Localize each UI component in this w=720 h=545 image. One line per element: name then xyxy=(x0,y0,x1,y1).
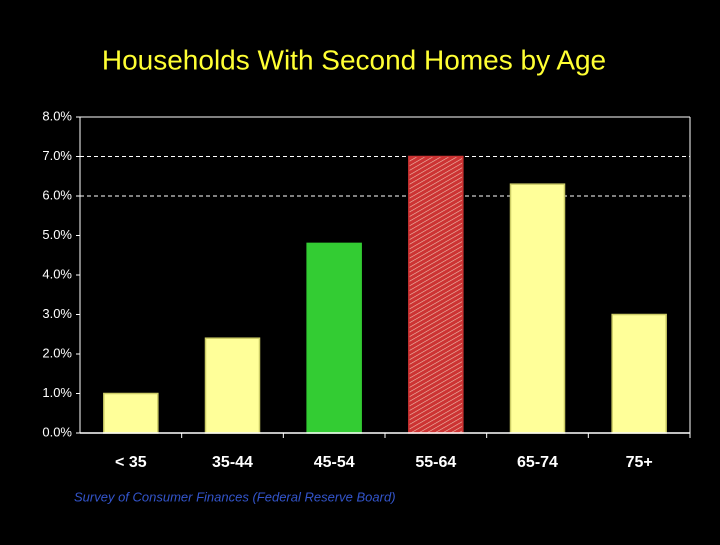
y-tick-label: 4.0% xyxy=(42,266,72,281)
x-tick-label: 75+ xyxy=(626,454,653,471)
bar xyxy=(103,392,159,434)
y-tick-label: 3.0% xyxy=(42,306,72,321)
bar xyxy=(204,337,261,434)
bar xyxy=(306,242,362,434)
y-tick-label: 5.0% xyxy=(42,227,72,242)
bar xyxy=(509,183,566,434)
y-tick-label: 0.0% xyxy=(42,424,72,439)
chart-title: Households With Second Homes by Age xyxy=(102,44,606,75)
y-tick-label: 6.0% xyxy=(42,187,72,202)
y-tick-label: 1.0% xyxy=(42,385,72,400)
y-tick-label: 2.0% xyxy=(42,345,72,360)
x-tick-label: 55-64 xyxy=(415,454,456,471)
x-tick-label: 45-54 xyxy=(314,454,355,471)
bar xyxy=(408,155,464,434)
x-tick-label: 65-74 xyxy=(517,454,558,471)
bar xyxy=(611,313,667,434)
y-tick-label: 8.0% xyxy=(42,108,72,123)
x-tick-label: 35-44 xyxy=(212,454,253,471)
x-tick-label: < 35 xyxy=(115,454,147,471)
y-tick-label: 7.0% xyxy=(42,148,72,163)
source-note: Survey of Consumer Finances (Federal Res… xyxy=(74,489,396,504)
